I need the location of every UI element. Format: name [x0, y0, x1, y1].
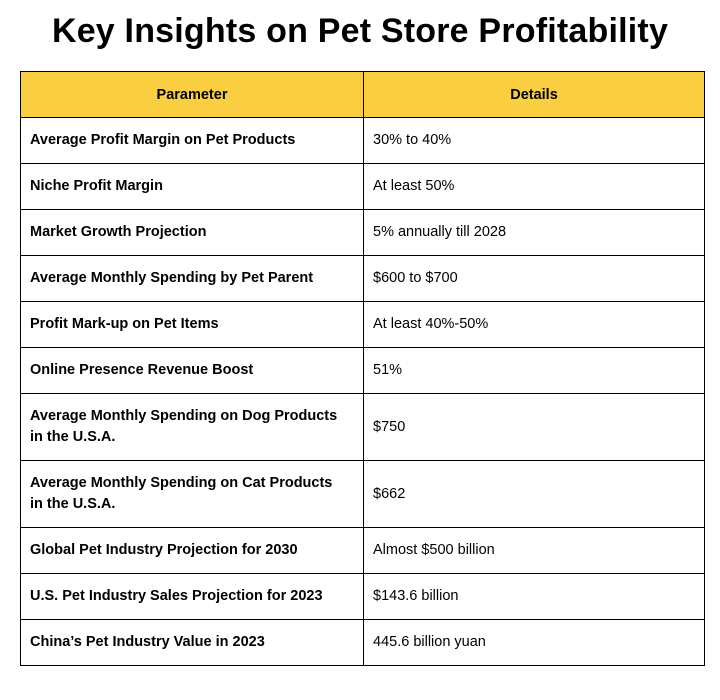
table-row: U.S. Pet Industry Sales Projection for 2…: [20, 573, 705, 620]
table-row: China’s Pet Industry Value in 2023 445.6 …: [20, 619, 705, 666]
details-cell: 51%: [363, 347, 705, 394]
header-details: Details: [363, 71, 705, 118]
table-row: Market Growth Projection 5% annually till…: [20, 209, 705, 256]
parameter-cell: Profit Mark-up on Pet Items: [20, 301, 364, 348]
parameter-cell: Average Monthly Spending on Cat Products…: [20, 460, 364, 528]
details-cell: 445.6 billion yuan: [363, 619, 705, 666]
details-cell: $600 to $700: [363, 255, 705, 302]
details-cell: $662: [363, 460, 705, 528]
details-cell: At least 50%: [363, 163, 705, 210]
details-cell: 5% annually till 2028: [363, 209, 705, 256]
table-row: Online Presence Revenue Boost 51%: [20, 347, 705, 394]
table-row: Global Pet Industry Projection for 2030 A…: [20, 527, 705, 574]
table-header-row: Parameter Details: [20, 71, 705, 118]
table-row: Average Monthly Spending on Cat Products…: [20, 460, 705, 528]
details-cell: Almost $500 billion: [363, 527, 705, 574]
table-row: Niche Profit Margin At least 50%: [20, 163, 705, 210]
parameter-cell: Average Monthly Spending on Dog Products…: [20, 393, 364, 461]
details-cell: 30% to 40%: [363, 117, 705, 164]
insights-table: Parameter Details Average Profit Margin …: [20, 71, 705, 666]
parameter-cell: Niche Profit Margin: [20, 163, 364, 210]
parameter-cell: Online Presence Revenue Boost: [20, 347, 364, 394]
details-cell: $143.6 billion: [363, 573, 705, 620]
details-cell: $750: [363, 393, 705, 461]
table-row: Average Monthly Spending by Pet Parent $6…: [20, 255, 705, 302]
parameter-cell: Global Pet Industry Projection for 2030: [20, 527, 364, 574]
table-row: Average Monthly Spending on Dog Products…: [20, 393, 705, 461]
page-title: Key Insights on Pet Store Profitability: [51, 12, 669, 50]
table-row: Profit Mark-up on Pet Items At least 40%-…: [20, 301, 705, 348]
details-cell: At least 40%-50%: [363, 301, 705, 348]
parameter-cell: China’s Pet Industry Value in 2023: [20, 619, 364, 666]
parameter-cell: U.S. Pet Industry Sales Projection for 2…: [20, 573, 364, 620]
parameter-cell: Average Profit Margin on Pet Products: [20, 117, 364, 164]
table-row: Average Profit Margin on Pet Products 30%…: [20, 117, 705, 164]
parameter-cell: Average Monthly Spending by Pet Parent: [20, 255, 364, 302]
parameter-cell: Market Growth Projection: [20, 209, 364, 256]
header-parameter: Parameter: [20, 71, 364, 118]
